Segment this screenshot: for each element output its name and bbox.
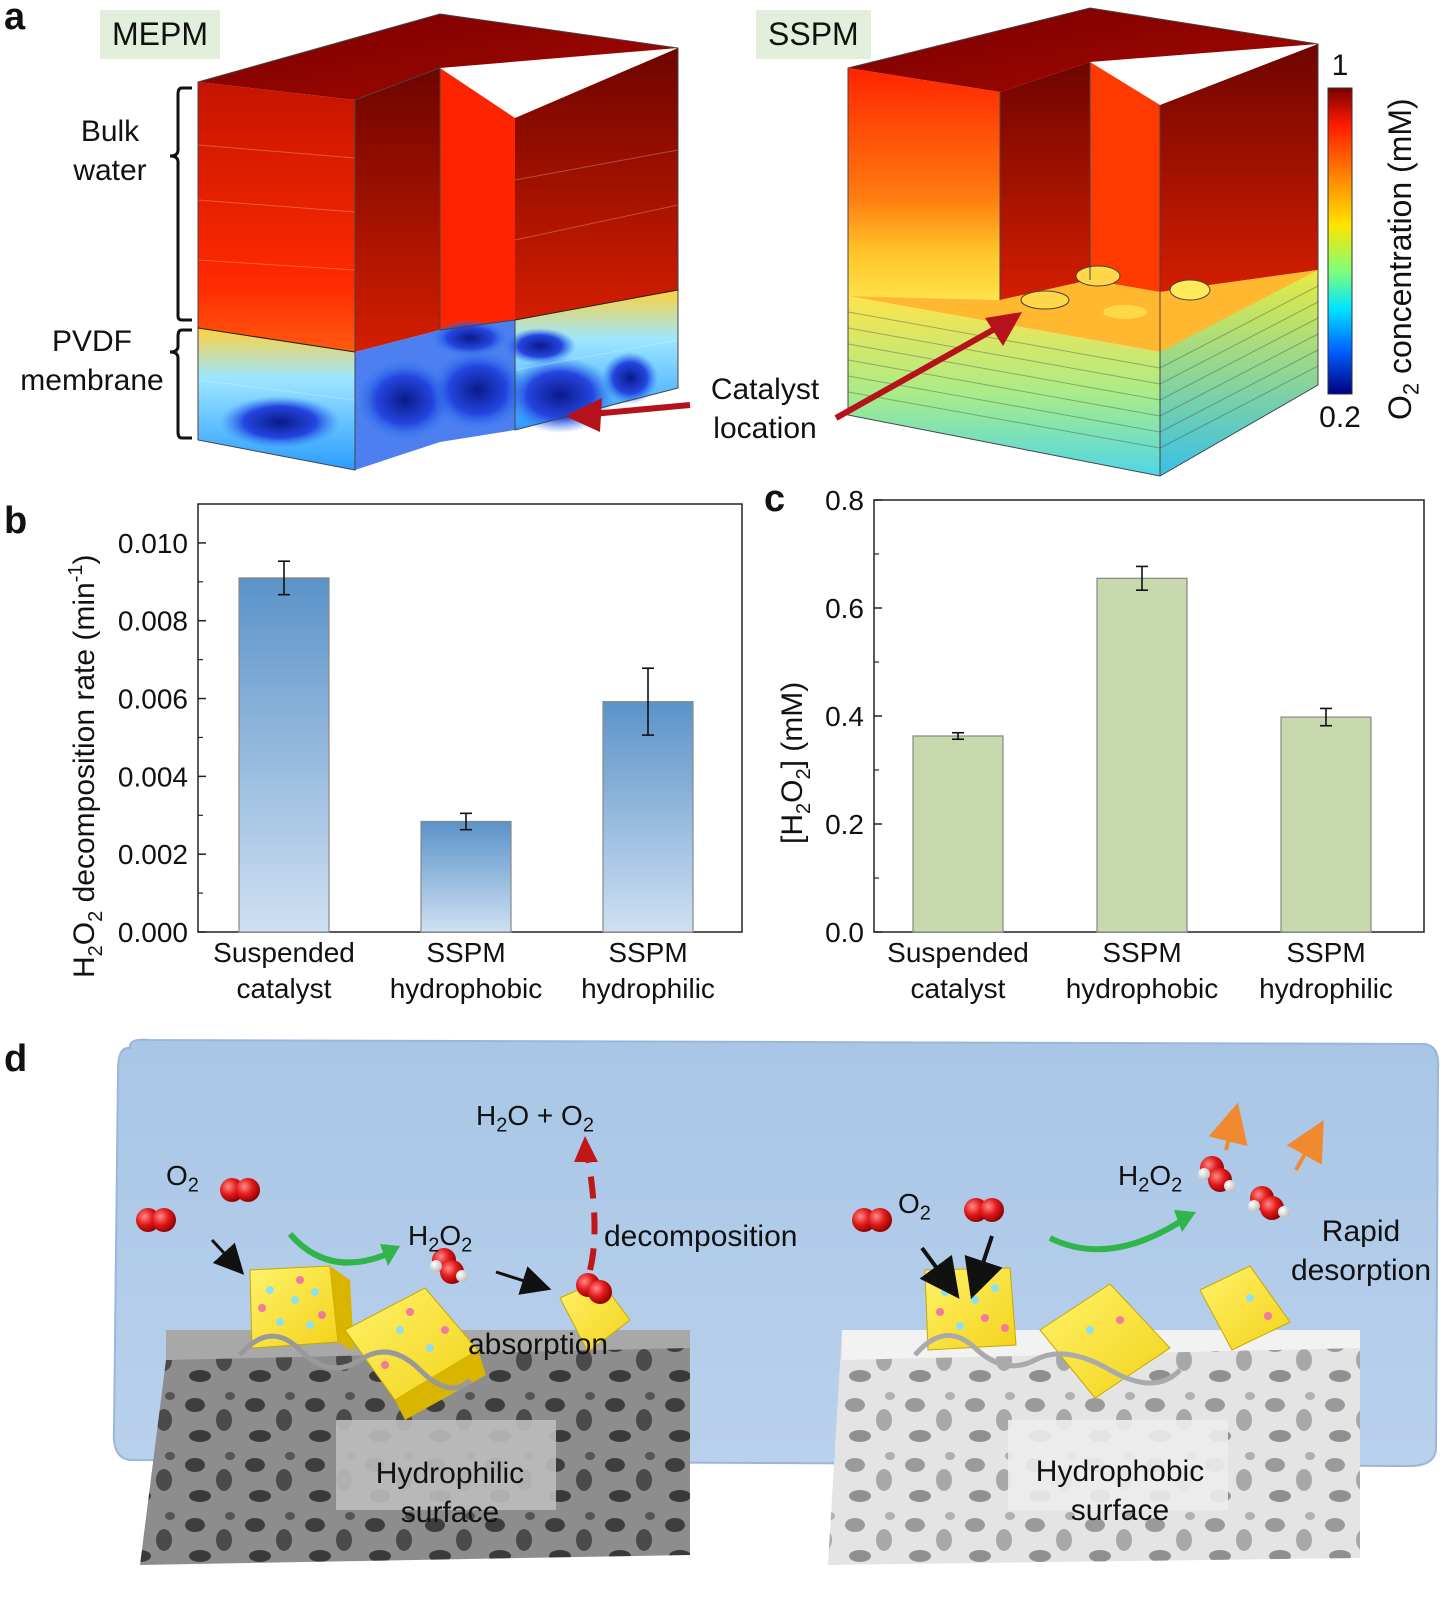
h2o2-molecules [430, 1156, 1290, 1304]
hydrophilic-surface-label: Hydrophilic surface [375, 1457, 525, 1529]
error-bar-2 [1320, 707, 1332, 727]
bar-0 [912, 735, 1004, 933]
bar-2 [602, 701, 694, 933]
absorption-label: absorption [468, 1328, 609, 1361]
bar-1 [1096, 577, 1188, 933]
y-tick-label-0: 0.000 [118, 917, 188, 948]
error-bar-1 [460, 812, 472, 831]
hydrophobic-surface-label: Hydrophobic surface [1035, 1455, 1205, 1527]
bar-0 [238, 577, 330, 933]
catalyst-cubes-left [238, 1265, 631, 1420]
bar-1 [420, 820, 512, 933]
y-tick-label-5: 0.010 [118, 528, 188, 559]
products-label: H2O + O2 [476, 1100, 594, 1137]
chart-b: Suspended catalyst SSPM hydrophobic SSPM hydr… [65, 503, 743, 1004]
h2o2-label-right: H2O2 [1118, 1160, 1183, 1197]
pvdf-membrane-label: PVDF membrane [20, 325, 164, 397]
x-tick-label-2: SSPM hydrophilic [1259, 937, 1393, 1004]
colorbar-min-label: 0.2 [1319, 401, 1361, 434]
error-bar-0 [278, 560, 290, 596]
o2-label-right: O2 [898, 1188, 931, 1225]
panel-label-d: d [4, 1038, 28, 1080]
decomposition-label: decomposition [604, 1220, 798, 1253]
colorbar-title: O2 concentration (mM) [1382, 98, 1424, 420]
x-tick-label-1: SSPM hydrophobic [390, 937, 543, 1004]
mepm-tag: MEPM [100, 10, 220, 59]
sspm-block [847, 7, 1319, 477]
y-tick-label-3: 0.006 [118, 684, 188, 715]
y-tick-label-0: 0.0 [825, 917, 864, 948]
y-tick-label-2: 0.4 [825, 701, 864, 732]
colorbar-max-label: 1 [1331, 49, 1349, 82]
chart-c: Suspended catalyst SSPM hydrophobic SSPM hydr… [776, 485, 1425, 1004]
y-tick-label-4: 0.8 [825, 485, 864, 516]
o2-label-left: O2 [166, 1160, 199, 1197]
catalyst-cubes-right [913, 1265, 1291, 1399]
chart-b-ylabel: H2O2 decomposition rate (min-1) [65, 554, 107, 978]
error-bar-1 [1136, 565, 1148, 591]
bulk-water-bracket [169, 86, 192, 322]
x-tick-label-0: Suspended catalyst [213, 937, 355, 1004]
mepm-block [197, 13, 679, 471]
y-tick-label-3: 0.6 [825, 593, 864, 624]
y-tick-label-2: 0.004 [118, 761, 188, 792]
rapid-desorption-label: Rapid desorption [1290, 1215, 1432, 1287]
bulk-water-label: Bulk water [73, 115, 147, 187]
panel-label-a: a [4, 0, 26, 38]
x-tick-label-2: SSPM hydrophilic [581, 937, 715, 1004]
sspm-tag: SSPM [756, 10, 871, 59]
panel-a-simulation [169, 7, 1353, 477]
process-arrows [210, 1102, 1324, 1300]
panel-d-illustration [112, 1038, 1440, 1565]
error-bar-2 [642, 667, 654, 736]
chart-c-ylabel: [H2O2] (mM) [776, 682, 815, 844]
pvdf-membrane-bracket [169, 328, 192, 440]
bar-2 [1280, 716, 1372, 933]
catalyst-arrows [565, 312, 1022, 432]
panel-label-c: c [764, 478, 786, 520]
error-bar-0 [952, 731, 964, 741]
y-tick-label-4: 0.008 [118, 606, 188, 637]
catalyst-location-label: Catalyst location [710, 373, 820, 445]
x-tick-label-1: SSPM hydrophobic [1066, 937, 1219, 1004]
y-tick-label-1: 0.2 [825, 809, 864, 840]
o2-molecules [136, 1178, 1004, 1232]
y-tick-label-1: 0.002 [118, 839, 188, 870]
h2o2-label-left: H2O2 [408, 1220, 473, 1257]
x-tick-label-0: Suspended catalyst [887, 937, 1029, 1004]
panel-label-b: b [4, 500, 28, 542]
colorbar [1327, 87, 1353, 395]
